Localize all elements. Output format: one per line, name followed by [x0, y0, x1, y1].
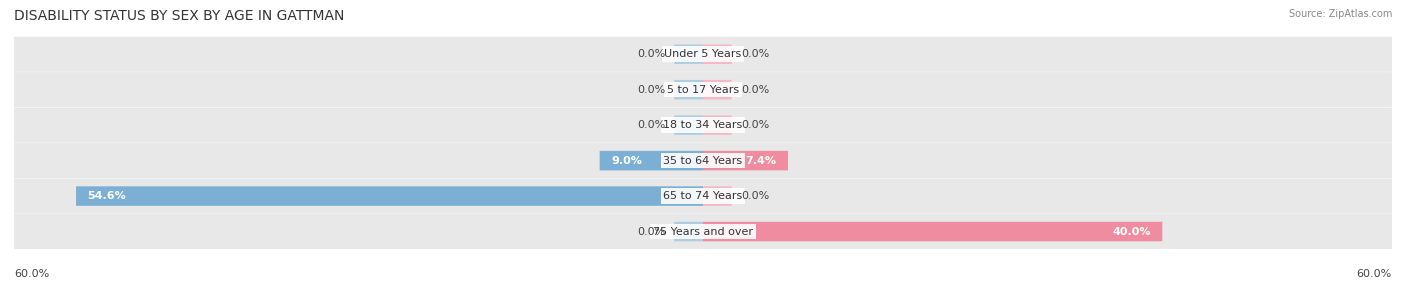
Text: 60.0%: 60.0%: [14, 269, 49, 278]
FancyBboxPatch shape: [76, 186, 703, 206]
FancyBboxPatch shape: [703, 151, 787, 170]
FancyBboxPatch shape: [675, 80, 703, 99]
FancyBboxPatch shape: [14, 72, 1392, 107]
FancyBboxPatch shape: [14, 214, 1392, 249]
Text: 0.0%: 0.0%: [637, 226, 665, 237]
Text: 9.0%: 9.0%: [612, 156, 643, 166]
Text: 60.0%: 60.0%: [1357, 269, 1392, 278]
Text: 0.0%: 0.0%: [741, 191, 769, 201]
FancyBboxPatch shape: [703, 80, 731, 99]
Text: 18 to 34 Years: 18 to 34 Years: [664, 120, 742, 130]
Text: 7.4%: 7.4%: [745, 156, 776, 166]
FancyBboxPatch shape: [14, 178, 1392, 214]
FancyBboxPatch shape: [703, 222, 1163, 241]
Text: DISABILITY STATUS BY SEX BY AGE IN GATTMAN: DISABILITY STATUS BY SEX BY AGE IN GATTM…: [14, 9, 344, 23]
FancyBboxPatch shape: [703, 116, 731, 135]
Text: 0.0%: 0.0%: [637, 120, 665, 130]
Text: 0.0%: 0.0%: [741, 120, 769, 130]
Text: 75 Years and over: 75 Years and over: [652, 226, 754, 237]
FancyBboxPatch shape: [675, 44, 703, 64]
Text: 35 to 64 Years: 35 to 64 Years: [664, 156, 742, 166]
Text: 0.0%: 0.0%: [637, 49, 665, 59]
FancyBboxPatch shape: [703, 186, 731, 206]
Text: Under 5 Years: Under 5 Years: [665, 49, 741, 59]
FancyBboxPatch shape: [703, 44, 731, 64]
Text: 0.0%: 0.0%: [741, 49, 769, 59]
Text: 54.6%: 54.6%: [87, 191, 127, 201]
Text: 40.0%: 40.0%: [1112, 226, 1152, 237]
Text: 5 to 17 Years: 5 to 17 Years: [666, 85, 740, 95]
FancyBboxPatch shape: [14, 37, 1392, 72]
Text: 65 to 74 Years: 65 to 74 Years: [664, 191, 742, 201]
Text: 0.0%: 0.0%: [637, 85, 665, 95]
FancyBboxPatch shape: [675, 116, 703, 135]
FancyBboxPatch shape: [599, 151, 703, 170]
FancyBboxPatch shape: [14, 108, 1392, 143]
FancyBboxPatch shape: [14, 143, 1392, 178]
Text: Source: ZipAtlas.com: Source: ZipAtlas.com: [1288, 9, 1392, 19]
FancyBboxPatch shape: [675, 222, 703, 241]
Text: 0.0%: 0.0%: [741, 85, 769, 95]
